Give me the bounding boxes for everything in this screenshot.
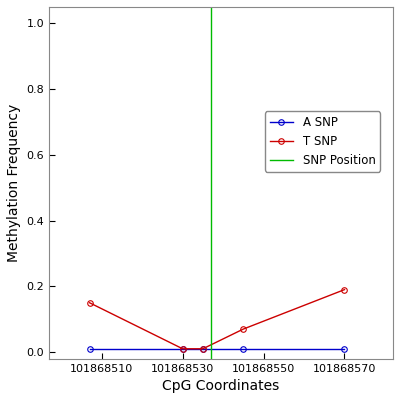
Line: T SNP: T SNP (87, 287, 347, 352)
Y-axis label: Methylation Frequency: Methylation Frequency (7, 104, 21, 262)
A SNP (200, 346, 205, 351)
Line: A SNP: A SNP (87, 346, 347, 352)
X-axis label: CpG Coordinates: CpG Coordinates (162, 379, 280, 393)
T SNP (180, 346, 185, 351)
T SNP (87, 300, 92, 305)
T SNP (342, 287, 347, 292)
A SNP (87, 346, 92, 351)
T SNP (241, 327, 246, 332)
A SNP (342, 346, 347, 351)
A SNP (180, 346, 185, 351)
T SNP (200, 346, 205, 351)
A SNP (241, 346, 246, 351)
Legend: A SNP, T SNP, SNP Position: A SNP, T SNP, SNP Position (265, 111, 380, 172)
